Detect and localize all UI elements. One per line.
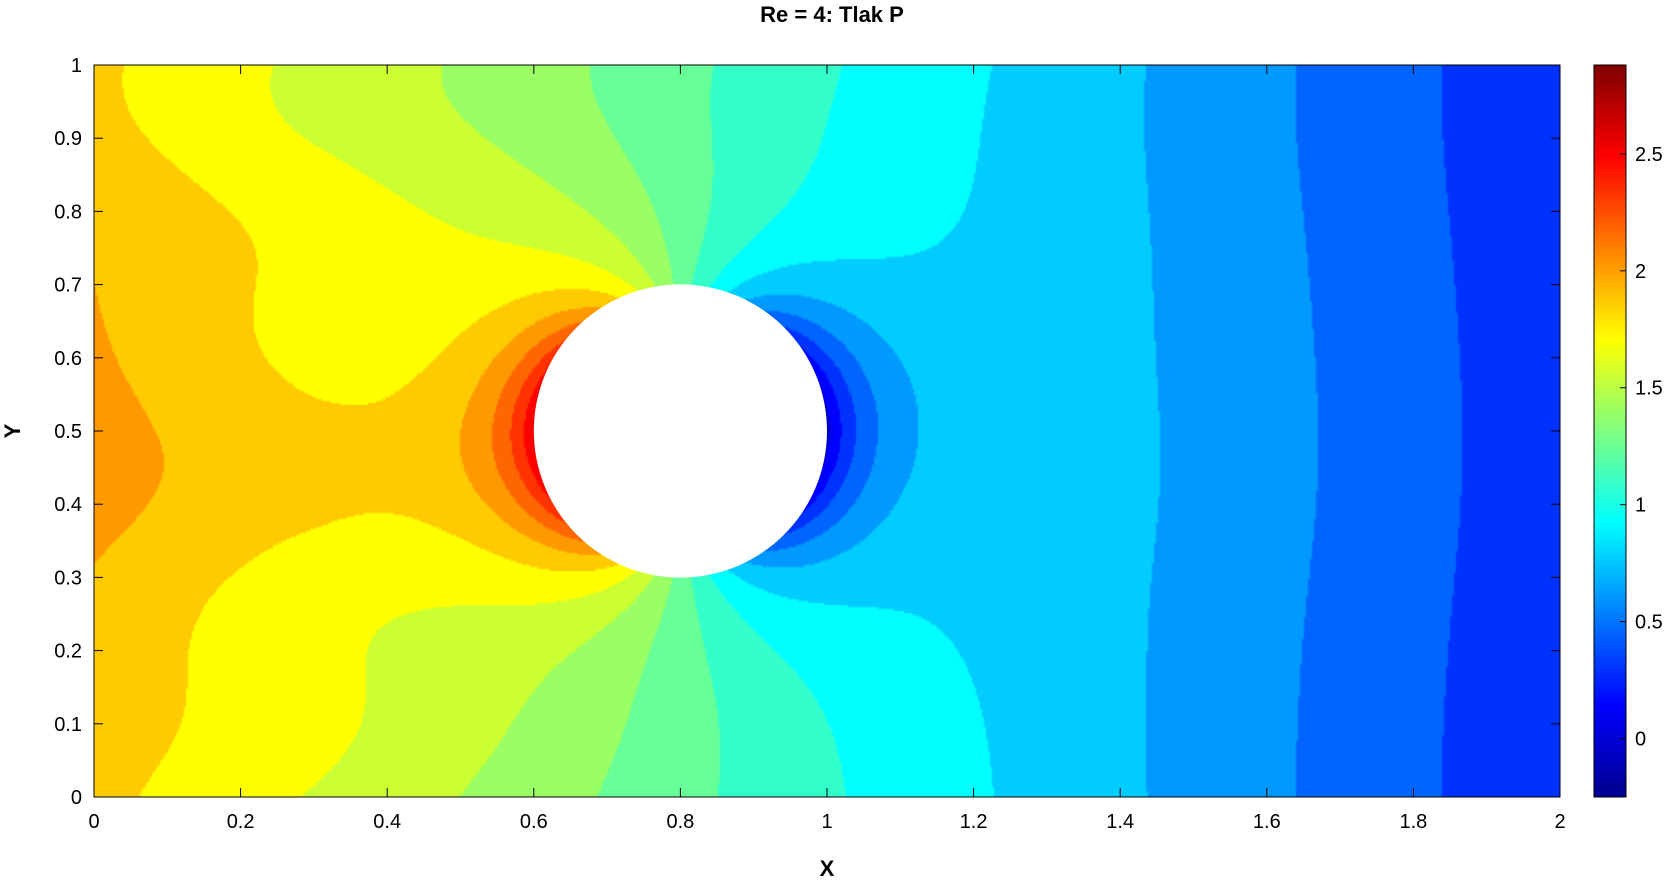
- x-tick-label: 1.4: [1106, 811, 1134, 833]
- plot-area: [93, 64, 1561, 798]
- y-tick-label: 1: [71, 55, 82, 77]
- y-axis: 0 0.1 0.2 0.3 0.4 0.5 0.6 0.7 0.8 0.9 1: [54, 55, 1560, 809]
- cylinder-obstacle: [533, 284, 828, 578]
- x-tick-label: 1: [821, 811, 832, 833]
- chart-title: Re = 4: Tlak P: [760, 2, 904, 27]
- colorbar-ticks: 0 0.5 1 1.5 2 2.5: [1620, 144, 1663, 751]
- x-tick-label: 0.8: [666, 811, 694, 833]
- x-tick-label: 1.6: [1253, 811, 1281, 833]
- y-tick-label: 0.9: [54, 128, 82, 150]
- y-tick-label: 0.8: [54, 201, 82, 223]
- x-tick-label: 2: [1554, 811, 1565, 833]
- colorbar-tick-label: 1: [1635, 495, 1646, 517]
- colorbar-tick-label: 0.5: [1635, 612, 1663, 634]
- x-tick-label: 0: [88, 811, 99, 833]
- x-tick-label: 1.8: [1399, 811, 1427, 833]
- y-tick-label: 0.2: [54, 641, 82, 663]
- y-axis-label: Y: [0, 423, 25, 438]
- y-tick-label: 0: [71, 787, 82, 809]
- x-axis: 0 0.2 0.4 0.6 0.8 1 1.2 1.4 1.6 1.8 2: [88, 65, 1566, 833]
- colorbar: 0 0.5 1 1.5 2 2.5: [1593, 64, 1663, 798]
- y-tick-label: 0.4: [54, 494, 82, 516]
- colorbar-tick-label: 2.5: [1635, 144, 1663, 166]
- y-tick-label: 0.6: [54, 348, 82, 370]
- colorbar-tick-label: 1.5: [1635, 378, 1663, 400]
- x-tick-label: 0.6: [520, 811, 548, 833]
- y-tick-label: 0.5: [54, 421, 82, 443]
- y-tick-label: 0.7: [54, 275, 82, 297]
- x-axis-label: X: [820, 856, 835, 881]
- colorbar-tick-label: 0: [1635, 729, 1646, 751]
- y-tick-label: 0.1: [54, 714, 82, 736]
- x-tick-label: 1.2: [960, 811, 988, 833]
- x-tick-label: 0.2: [227, 811, 255, 833]
- colorbar-gradient: [1593, 64, 1627, 798]
- x-tick-label: 0.4: [373, 811, 401, 833]
- colorbar-tick-label: 2: [1635, 261, 1646, 283]
- y-tick-label: 0.3: [54, 567, 82, 589]
